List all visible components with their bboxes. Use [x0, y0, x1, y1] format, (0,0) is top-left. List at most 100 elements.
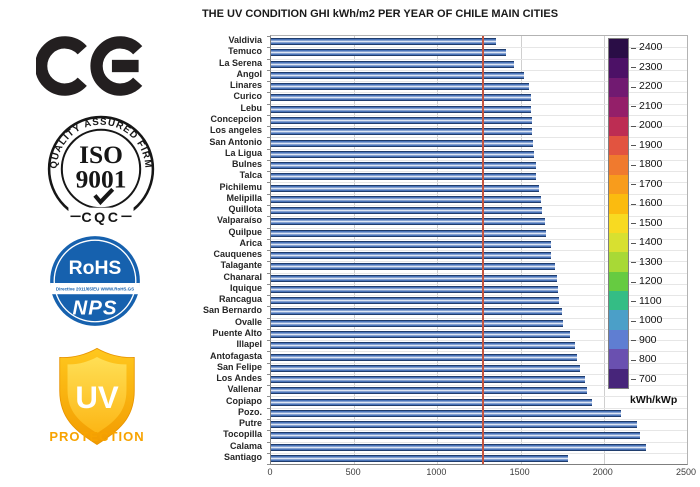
- row-separator: [271, 159, 687, 161]
- bar: [271, 364, 580, 372]
- uv-protection-shield: UV: [59, 347, 135, 446]
- y-axis-tick: [267, 238, 271, 240]
- city-label: Talagante: [220, 260, 262, 271]
- y-axis-tick: [267, 81, 271, 83]
- row-separator: [271, 430, 687, 432]
- colorbar-tick-label: 1500: [639, 216, 663, 229]
- uv-text: UV: [75, 380, 119, 415]
- y-axis-tick: [267, 340, 271, 342]
- colorbar-segment: [609, 213, 628, 233]
- colorbar-segment: [609, 116, 628, 136]
- city-label: Antofagasta: [209, 350, 262, 361]
- y-axis-tick: [267, 182, 271, 184]
- y-axis-tick: [267, 137, 271, 139]
- x-tick-label: 0: [267, 467, 273, 477]
- colorbar-tick-label: 800: [639, 353, 657, 366]
- row-separator: [271, 250, 687, 251]
- city-label: Copiapo: [226, 395, 262, 406]
- colorbar-tick-label: 1600: [639, 197, 663, 210]
- row-separator: [271, 137, 687, 139]
- row-separator: [271, 148, 687, 150]
- bar: [271, 162, 536, 169]
- colorbar-segment: [609, 329, 628, 350]
- row-separator: [271, 114, 687, 116]
- y-axis-tick: [267, 47, 271, 49]
- colorbar-tick-label: 900: [639, 333, 657, 346]
- colorbar-tick-label: 2100: [639, 99, 663, 112]
- colorbar-tick: [631, 203, 636, 205]
- bar: [271, 263, 555, 271]
- checkmark-icon: [93, 187, 115, 206]
- y-axis-tick: [267, 373, 271, 375]
- iso-text: ISO: [79, 140, 123, 169]
- city-label: Angol: [236, 68, 263, 79]
- y-axis-tick: [267, 452, 271, 454]
- row-separator: [271, 306, 687, 308]
- colorbar-tick: [631, 47, 636, 49]
- colorbar-segment: [609, 174, 628, 195]
- bar: [271, 387, 587, 395]
- rohs-directive-text: Directive 2011/65/EU WWW.RoHS.GS: [56, 287, 134, 292]
- bar: [271, 173, 536, 181]
- colorbar-tick-label: 2400: [639, 41, 663, 54]
- row-separator: [271, 126, 687, 128]
- y-axis-tick: [267, 193, 271, 195]
- iso-9001-text: 9001: [76, 164, 127, 193]
- bar: [271, 409, 621, 417]
- y-axis-tick: [267, 216, 271, 218]
- row-separator: [271, 283, 687, 285]
- bar: [271, 60, 514, 68]
- row-separator: [271, 238, 687, 240]
- row-separator: [271, 227, 687, 229]
- row-separator: [271, 351, 687, 353]
- city-label: Ovalle: [234, 316, 262, 327]
- city-label: Los Andes: [216, 373, 262, 383]
- colorbar-tick: [631, 281, 636, 283]
- row-separator: [271, 193, 687, 195]
- bar: [271, 432, 640, 440]
- row-separator: [271, 69, 687, 71]
- y-axis-tick: [267, 114, 271, 116]
- ce-letter-e-arc: [90, 36, 143, 96]
- y-axis-tick: [267, 430, 271, 432]
- bar: [271, 150, 534, 158]
- x-tick-label: 1500: [509, 467, 530, 477]
- colorbar-tick: [631, 86, 636, 88]
- colorbar-tick-label: 1700: [639, 177, 663, 190]
- row-separator: [271, 452, 687, 454]
- city-label: Linares: [229, 80, 262, 91]
- city-label: Pozo.: [238, 406, 262, 417]
- rohs-band: [50, 283, 140, 295]
- city-label: Los angeles: [209, 125, 262, 136]
- bar: [271, 139, 533, 147]
- colorbar-tick: [631, 67, 636, 69]
- city-label: La Serena: [218, 57, 262, 68]
- y-axis-tick: [267, 464, 271, 465]
- city-label: Tocopilla: [223, 429, 262, 440]
- city-label: Valparaíso: [216, 215, 262, 226]
- colorbar-tick-label: 1900: [639, 138, 663, 151]
- row-separator: [271, 362, 687, 364]
- row-separator: [271, 295, 687, 297]
- city-label: Illapel: [236, 339, 262, 350]
- row-separator: [271, 47, 687, 49]
- y-axis-tick: [267, 441, 271, 443]
- y-axis-tick: [267, 396, 271, 398]
- city-label: Valdivia: [228, 35, 262, 46]
- y-axis-tick: [267, 204, 271, 206]
- bar: [271, 252, 551, 260]
- bar: [271, 71, 524, 79]
- y-axis-tick: [267, 407, 271, 409]
- row-separator: [271, 396, 687, 398]
- bar: [271, 398, 592, 406]
- colorbar-tick: [631, 164, 636, 166]
- cqc-text: CQC: [81, 210, 120, 226]
- y-axis-tick: [267, 36, 271, 37]
- rohs-inner-ring: [53, 239, 137, 323]
- colorbar-tick-label: 1400: [639, 236, 663, 249]
- row-separator: [271, 81, 687, 83]
- colorbar-tick-label: 1200: [639, 275, 663, 288]
- bar: [271, 83, 529, 91]
- row-separator: [271, 407, 687, 409]
